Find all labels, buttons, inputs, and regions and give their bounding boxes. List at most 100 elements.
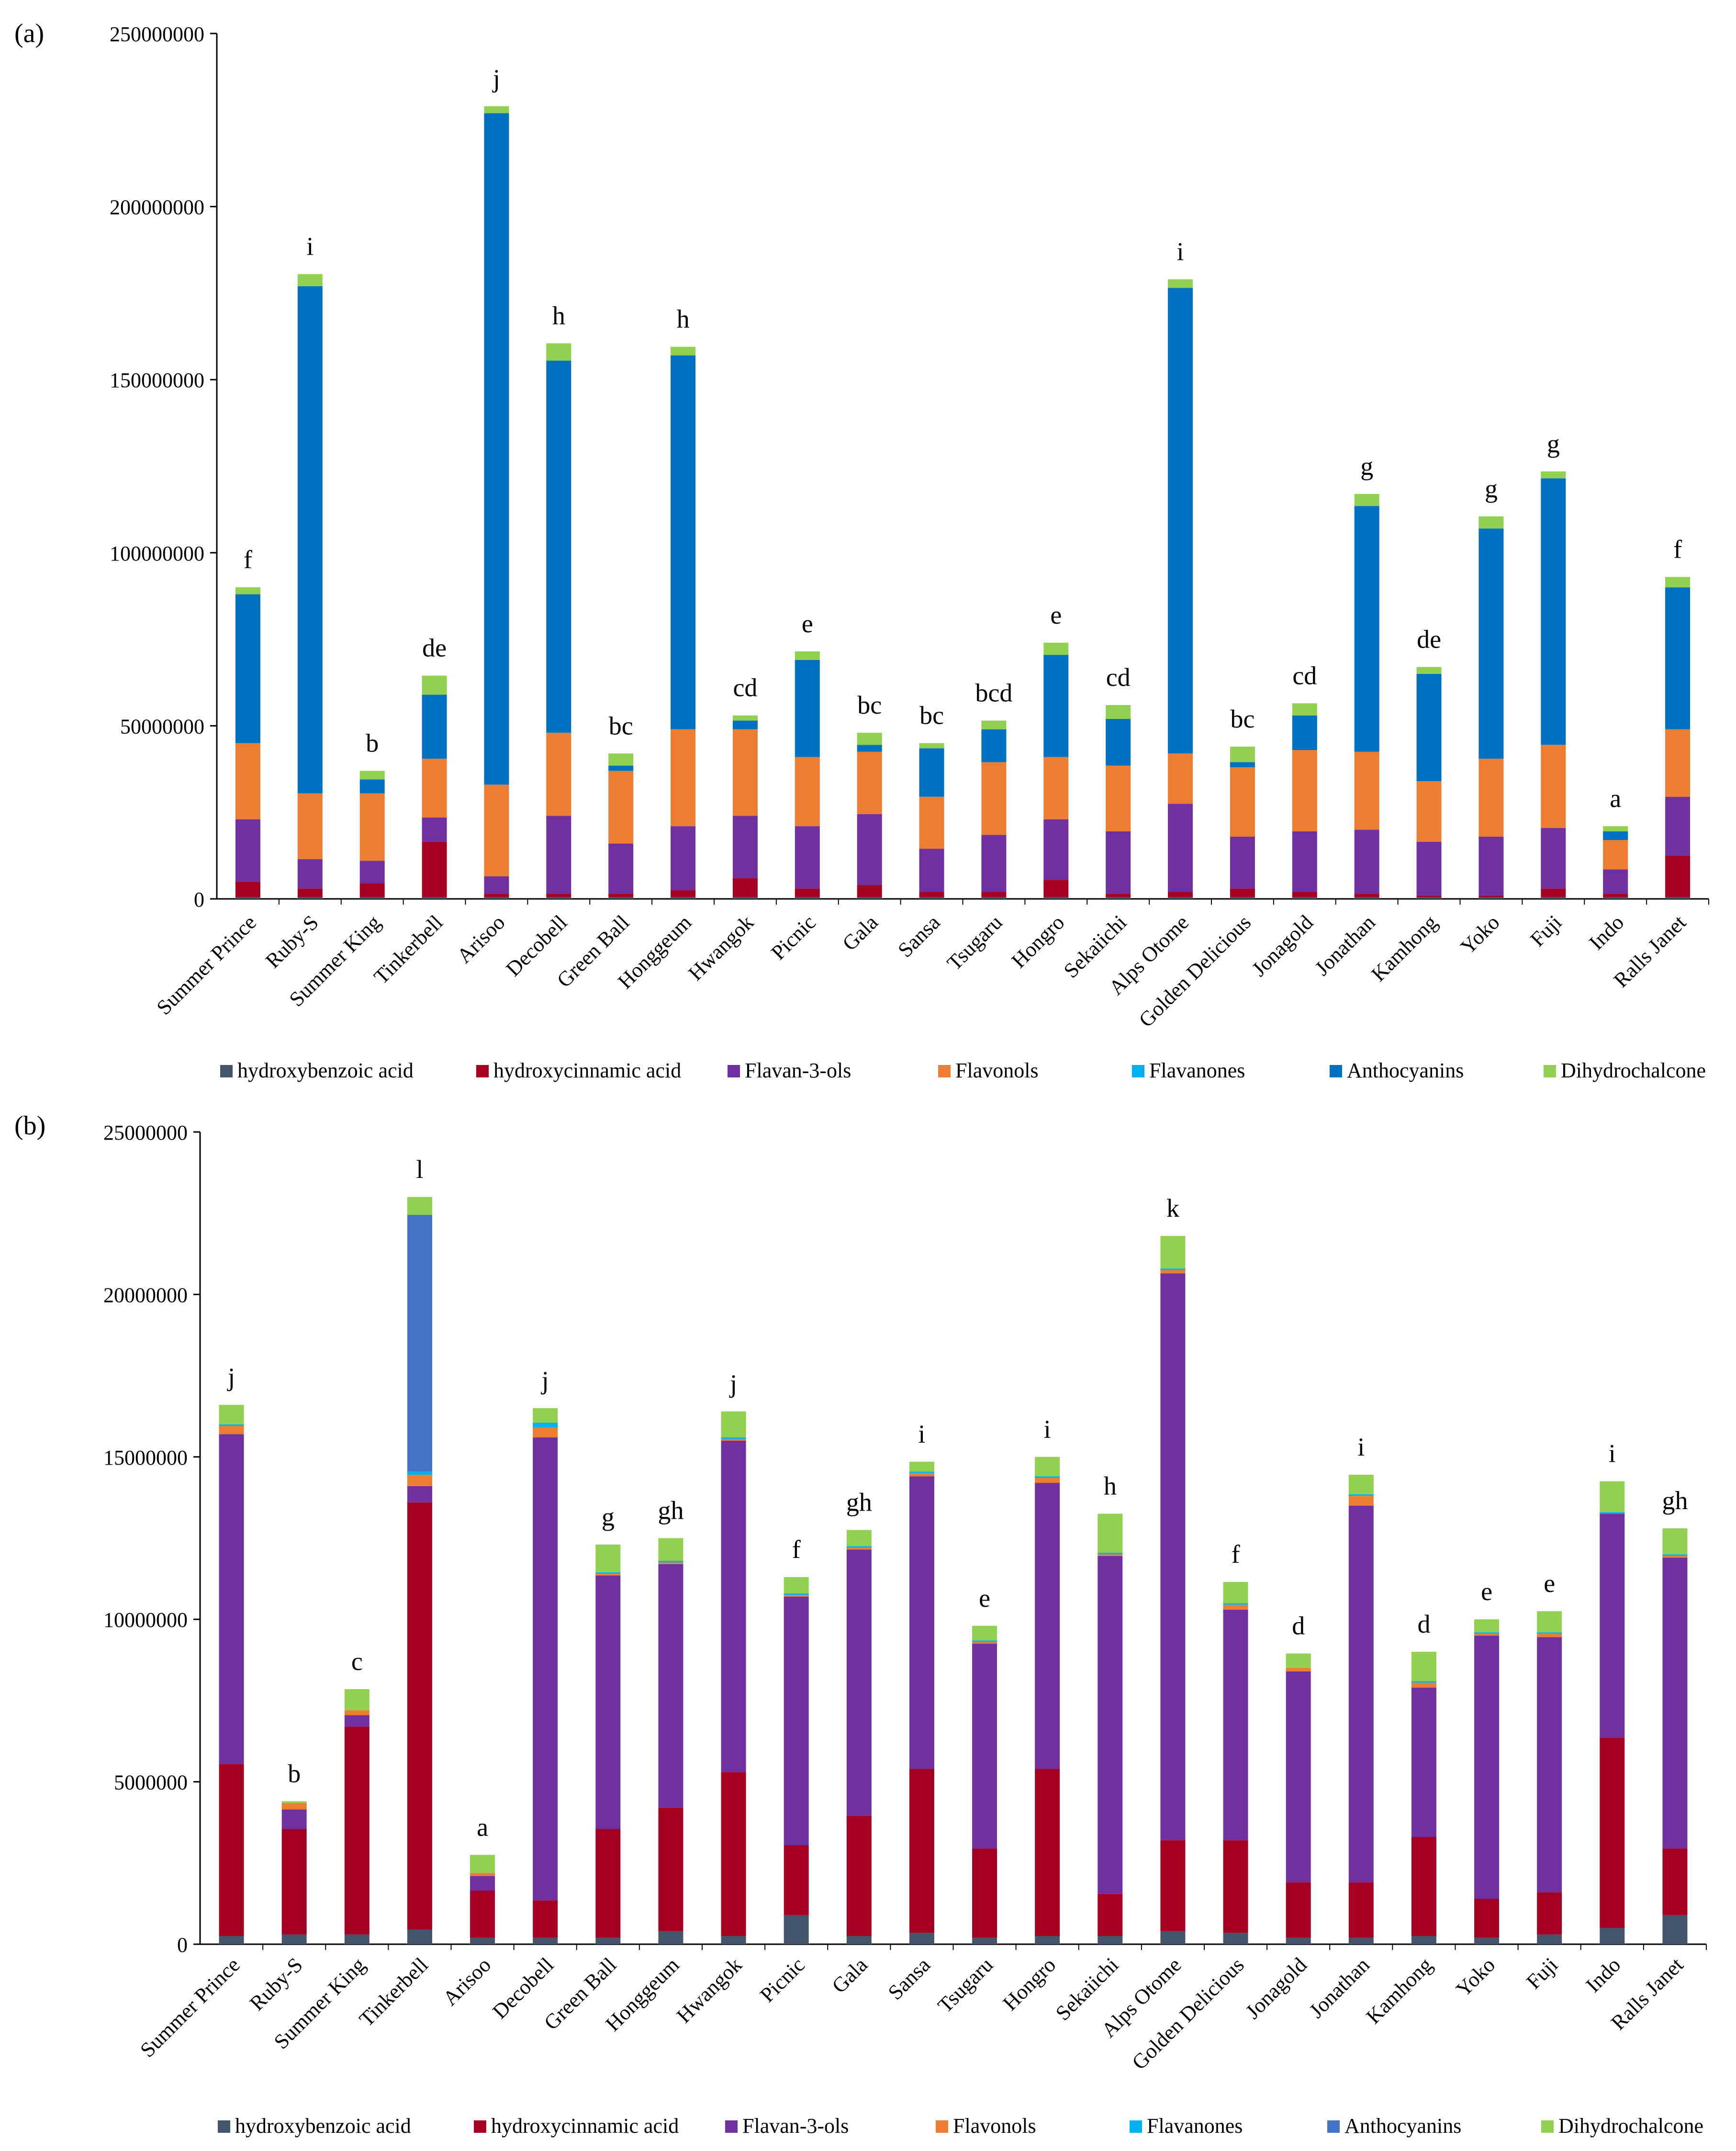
bar-segment	[1354, 751, 1379, 830]
bar-segment	[235, 881, 260, 897]
bar-segment	[1603, 894, 1628, 897]
bar-segment	[235, 743, 260, 819]
bar-segment	[407, 1486, 432, 1502]
bar-segment	[608, 771, 634, 844]
bar-segment	[1603, 897, 1628, 899]
bar-segment	[422, 675, 447, 695]
legend-swatch	[1132, 1065, 1144, 1077]
significance-letter: g	[602, 1502, 615, 1531]
bar-segment	[219, 1434, 244, 1764]
significance-letter: j	[492, 64, 500, 93]
bar-segment	[1662, 1915, 1688, 1944]
bar-segment	[671, 897, 696, 899]
bar-segment	[470, 1938, 495, 1944]
legend-label: Anthocyanins	[1344, 2114, 1461, 2138]
bar-segment	[1411, 1687, 1436, 1837]
bar-segment	[1603, 840, 1628, 870]
bar-segment	[422, 897, 447, 899]
bar-segment	[533, 1900, 558, 1938]
legend-swatch	[474, 2120, 486, 2133]
bar-segment	[1223, 1582, 1248, 1603]
y-tick-label: 0	[194, 888, 204, 911]
x-category-label: Picnic	[755, 1953, 809, 2006]
bar-segment	[1106, 897, 1131, 899]
bar-segment	[1348, 1882, 1374, 1938]
bar-segment	[1416, 781, 1442, 842]
bar-segment	[1223, 1933, 1248, 1944]
x-category-label: Summer Prince	[152, 910, 261, 1019]
bar-segment	[1474, 1636, 1500, 1899]
bar-segment	[671, 729, 696, 827]
significance-letter: a	[1610, 784, 1621, 813]
bar-segment	[732, 715, 758, 721]
bar-segment	[1537, 1611, 1562, 1633]
bar-segment	[1600, 1737, 1625, 1928]
bar-segment	[297, 888, 323, 897]
significance-letter: cd	[1292, 661, 1317, 690]
bar-segment	[1474, 1619, 1500, 1633]
bar-segment	[846, 1547, 872, 1550]
bar-segment	[795, 651, 820, 660]
bar-segment	[1098, 1556, 1123, 1894]
x-category-label: Jonagold	[1247, 910, 1318, 981]
bar-segment	[1035, 1769, 1060, 1937]
significance-letter: i	[1609, 1439, 1616, 1468]
bar-segment	[219, 1426, 244, 1434]
bar-segment	[297, 793, 323, 859]
significance-letter: j	[729, 1369, 737, 1398]
y-tick-label: 150000000	[110, 369, 204, 392]
bar-segment	[732, 720, 758, 729]
bar-segment	[732, 816, 758, 878]
bar-segment	[1292, 831, 1317, 892]
significance-letter: cd	[1106, 663, 1131, 692]
bar-segment	[919, 796, 944, 849]
bar-segment	[1537, 1632, 1562, 1634]
bar-segment	[784, 1596, 809, 1845]
bar-segment	[1354, 894, 1379, 897]
x-category-label: Hwangok	[672, 1953, 747, 2028]
bar-segment	[909, 1933, 934, 1944]
x-category-label: Sansa	[893, 910, 944, 962]
bar-segment	[484, 784, 509, 876]
significance-letter: j	[227, 1363, 235, 1391]
bar-segment	[1537, 1637, 1562, 1893]
bar-segment	[595, 1574, 621, 1576]
significance-letter: h	[1104, 1472, 1117, 1501]
bar-segment	[297, 274, 323, 286]
significance-letter: e	[979, 1584, 990, 1613]
bar-segment	[546, 816, 571, 894]
x-category-label: Arisoo	[452, 910, 509, 967]
bar-segment	[1541, 828, 1566, 889]
bar-segment	[1665, 855, 1691, 897]
significance-letter: i	[306, 232, 314, 261]
bar-segment	[1354, 829, 1379, 894]
legend-label: Dihydrochalcone	[1561, 1059, 1706, 1082]
bar-segment	[909, 1769, 934, 1933]
bar-segment	[1348, 1496, 1374, 1506]
bar-segment	[732, 878, 758, 897]
bar-segment	[407, 1197, 432, 1215]
bar-segment	[1292, 750, 1317, 831]
bar-segment	[919, 748, 944, 797]
bar-segment	[1043, 880, 1069, 897]
bar-segment	[784, 1577, 809, 1593]
bar-segment	[795, 660, 820, 757]
bar-segment	[909, 1473, 934, 1477]
legend-swatch	[728, 1065, 740, 1077]
bar-segment	[470, 1872, 495, 1876]
bar-segment	[1354, 897, 1379, 899]
bar-segment	[1478, 897, 1504, 899]
legend-swatch	[1130, 2120, 1142, 2133]
significance-letter: gh	[1662, 1486, 1688, 1515]
bar-segment	[1230, 836, 1255, 889]
bar-segment	[1286, 1938, 1311, 1944]
bar-segment	[1600, 1512, 1625, 1514]
x-category-label: Arisoo	[438, 1953, 495, 2010]
bar-segment	[1106, 705, 1131, 719]
significance-letter: i	[1044, 1415, 1051, 1444]
bar-segment	[359, 793, 385, 861]
bar-segment	[1160, 1268, 1186, 1270]
bar-segment	[721, 1439, 746, 1441]
bar-segment	[484, 897, 509, 899]
bar-segment	[281, 1801, 307, 1803]
